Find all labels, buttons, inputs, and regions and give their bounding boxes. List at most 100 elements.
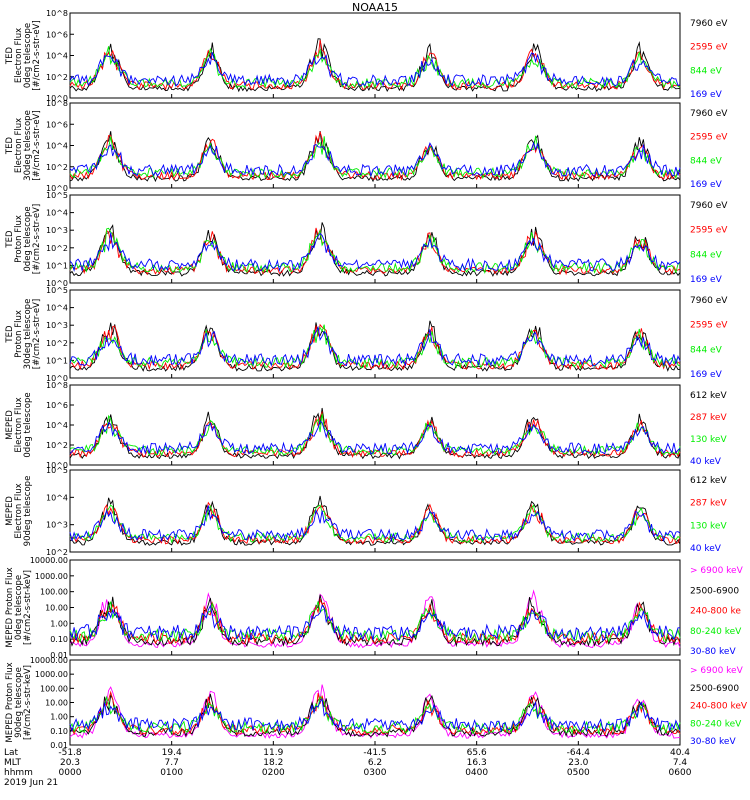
series-trace bbox=[69, 504, 681, 544]
legend-entry: 169 eV bbox=[690, 275, 723, 285]
x-tick-label-hhmm: 0600 bbox=[669, 768, 692, 778]
legend-entry: 80-240 keV bbox=[690, 719, 742, 729]
legend-entry: 130 keV bbox=[690, 435, 727, 445]
series-trace bbox=[69, 604, 680, 642]
series-trace bbox=[69, 46, 681, 90]
x-tick-label-mlt: 6.2 bbox=[368, 758, 382, 768]
legend-entry: 844 eV bbox=[690, 345, 723, 355]
y-axis-label-line: Electron Flux bbox=[14, 28, 24, 83]
y-tick-label: 10000.00 bbox=[30, 556, 68, 565]
y-tick-label: 10^2 bbox=[46, 441, 68, 450]
y-axis-label-line: 0deg telescope bbox=[23, 206, 33, 271]
legend-entry: 612 keV bbox=[690, 476, 727, 486]
panel-7: 10000.00 1000.00 100.00 10.00 1.00 0.10 0.01 ME… bbox=[5, 556, 744, 660]
y-axis-label-line: [#/cm2-s-str-keV] bbox=[23, 570, 33, 645]
y-tick-label: 10^0 bbox=[46, 279, 68, 288]
legend-entry: 2595 eV bbox=[690, 43, 728, 53]
legend-entry: 240-800 keV bbox=[690, 702, 748, 712]
x-tick-label-lat: 40.4 bbox=[670, 748, 690, 758]
series-trace bbox=[69, 695, 681, 735]
legend-entry: 2595 eV bbox=[690, 226, 728, 236]
y-axis-label-line: [#/cm2-s-str-eV] bbox=[32, 204, 42, 274]
series-trace bbox=[69, 131, 681, 183]
y-tick-label: 10^5 bbox=[46, 191, 68, 200]
x-row-label: 2019 Jun 21 bbox=[4, 778, 58, 788]
series-trace bbox=[69, 410, 681, 459]
panel-5: 10^0 10^2 10^4 10^6 10^8 MEPED Electron Flux 0d… bbox=[5, 381, 727, 470]
legend-entry: 2595 eV bbox=[690, 321, 728, 331]
y-axis-label-line: [#/cm2-s-str-eV] bbox=[32, 20, 42, 90]
legend-entry: 7960 eV bbox=[690, 109, 728, 119]
y-tick-label: 10^8 bbox=[46, 381, 68, 390]
x-tick-label-mlt: 7.7 bbox=[165, 758, 179, 768]
y-axis-label-line: Electron Flux bbox=[14, 397, 24, 452]
y-axis-label-line: 30deg telescope bbox=[23, 110, 33, 181]
y-tick-label: 10^6 bbox=[46, 120, 68, 129]
x-tick-label-hhmm: 0300 bbox=[364, 768, 387, 778]
series-trace bbox=[69, 52, 681, 87]
x-tick-label-mlt: 20.3 bbox=[60, 758, 80, 768]
y-tick-label: 10^4 bbox=[46, 209, 68, 218]
legend-entry: 2595 eV bbox=[690, 133, 728, 143]
y-tick-label: 10^3 bbox=[46, 226, 68, 235]
y-tick-label: 10^8 bbox=[46, 9, 68, 18]
y-axis-label-line: TED bbox=[5, 325, 15, 344]
legend-entry: 844 eV bbox=[690, 250, 723, 260]
panel-4: 10^0 10^1 10^2 10^3 10^4 10^5 TED Proton Flux 30… bbox=[5, 286, 728, 383]
y-tick-label: 100.00 bbox=[40, 684, 68, 693]
y-axis-label-line: 0deg telescope bbox=[23, 392, 33, 457]
x-tick-label-hhmm: 0400 bbox=[465, 768, 488, 778]
legend-entry: 2500-6900 bbox=[690, 684, 739, 694]
y-axis-label-line: 0deg telescope bbox=[14, 575, 24, 640]
y-axis-label-line: MEPED Proton Flux bbox=[5, 662, 15, 742]
y-tick-label: 10^4 bbox=[46, 304, 68, 313]
y-axis-label-line: 90deg telescope bbox=[23, 476, 33, 547]
y-tick-label: 10^3 bbox=[46, 521, 68, 530]
legend-entry: 40 keV bbox=[690, 544, 722, 554]
y-tick-label: 10^1 bbox=[46, 356, 68, 365]
y-axis-label-line: Proton Flux bbox=[14, 310, 24, 358]
y-tick-label: 10^5 bbox=[46, 286, 68, 295]
x-tick-label-hhmm: 0500 bbox=[567, 768, 590, 778]
y-tick-label: 10000.00 bbox=[30, 656, 68, 665]
legend-entry: 844 eV bbox=[690, 156, 723, 166]
y-tick-label: 0.10 bbox=[50, 727, 68, 736]
y-tick-label: 10^4 bbox=[46, 493, 68, 502]
y-tick-label: 10^4 bbox=[46, 142, 68, 151]
legend-entry: 130 keV bbox=[690, 521, 727, 531]
series-trace bbox=[69, 693, 681, 738]
y-tick-label: 10^2 bbox=[46, 163, 68, 172]
series-trace bbox=[69, 684, 681, 739]
series-trace bbox=[69, 222, 681, 277]
y-axis-label-line: Proton Flux bbox=[14, 215, 24, 263]
y-tick-label: 10^4 bbox=[46, 52, 68, 61]
y-tick-label: 10^0 bbox=[46, 461, 68, 470]
x-tick-label-mlt: 16.3 bbox=[467, 758, 487, 768]
series-trace bbox=[69, 407, 681, 460]
panel-3: 10^0 10^1 10^2 10^3 10^4 10^5 TED Proton Flux 0d… bbox=[5, 191, 728, 288]
y-tick-label: 0.01 bbox=[50, 741, 68, 750]
legend-entry: 169 eV bbox=[690, 180, 723, 190]
legend-entry: 30-80 keV bbox=[690, 647, 736, 657]
y-axis-label-line: [#/cm2-s-str-keV] bbox=[23, 665, 33, 740]
series-trace bbox=[69, 232, 681, 273]
x-tick-label-mlt: 18.2 bbox=[263, 758, 283, 768]
x-row-label: MLT bbox=[4, 758, 22, 768]
series-trace bbox=[69, 495, 681, 546]
legend-entry: 169 eV bbox=[690, 370, 723, 380]
y-axis-label-line: 90deg telescope bbox=[14, 667, 24, 738]
y-tick-label: 10^2 bbox=[46, 548, 68, 557]
legend-entry: > 6900 keV bbox=[690, 666, 744, 676]
legend-entry: 169 eV bbox=[690, 90, 723, 100]
legend-entry: 287 keV bbox=[690, 413, 727, 423]
y-tick-label: 10^2 bbox=[46, 244, 68, 253]
series-trace bbox=[69, 325, 681, 368]
panel-frame bbox=[69, 559, 681, 656]
series-trace bbox=[69, 320, 681, 372]
y-tick-label: 1000.00 bbox=[35, 670, 68, 679]
legend-entry: 30-80 keV bbox=[690, 737, 736, 747]
panel-8: 10000.00 1000.00 100.00 10.00 1.00 0.10 0.01 ME… bbox=[5, 656, 748, 750]
y-tick-label: 10.00 bbox=[45, 699, 68, 708]
